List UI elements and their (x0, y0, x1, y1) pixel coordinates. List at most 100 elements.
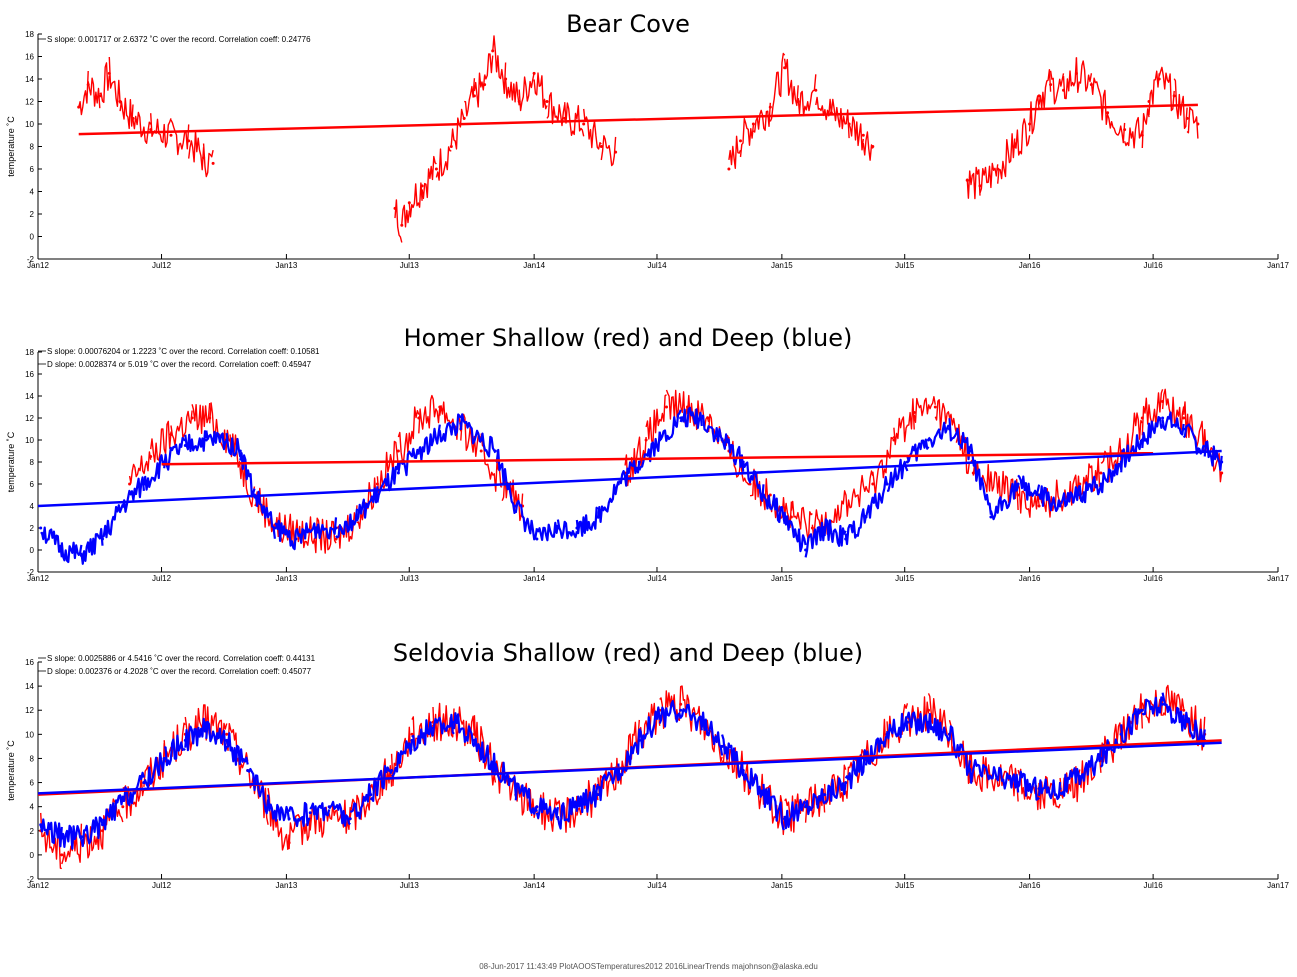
data-point (768, 105, 772, 109)
data-point (783, 817, 787, 821)
data-point (1037, 493, 1041, 497)
data-trace (328, 800, 351, 827)
series-shallow (77, 35, 1200, 243)
trend-line (37, 741, 1222, 795)
data-point (142, 781, 146, 785)
data-point (948, 732, 951, 736)
annotation-text: S slope: 0.00076204 or 1.2223 ˚C over th… (47, 347, 320, 356)
data-point (1016, 493, 1020, 497)
data-trace (376, 440, 400, 496)
data-point (327, 805, 331, 809)
data-trace (1059, 767, 1081, 797)
data-trace (645, 394, 667, 447)
data-point (644, 438, 648, 442)
data-point (375, 493, 379, 497)
data-point (169, 433, 173, 436)
data-trace (762, 784, 786, 836)
x-tick-label: Jul14 (647, 881, 667, 890)
data-trace (864, 475, 889, 519)
x-tick-label: Jul14 (647, 261, 667, 270)
data-point (751, 122, 755, 126)
data-point (246, 769, 250, 772)
data-point (1182, 708, 1186, 712)
data-point (1037, 94, 1041, 98)
data-point (1099, 482, 1103, 486)
data-point (804, 548, 808, 552)
data-trace (1141, 696, 1164, 717)
data-point (1140, 133, 1144, 137)
data-trace (658, 409, 682, 442)
data-point (431, 726, 435, 730)
data-point (789, 515, 793, 519)
data-point (131, 116, 135, 120)
data-point (1078, 482, 1082, 486)
y-tick-label: 12 (25, 414, 34, 423)
data-trace (1038, 778, 1062, 801)
annotation-text: S slope: 0.0025886 or 4.5416 ˚C over the… (47, 654, 316, 663)
data-point (861, 133, 865, 137)
y-tick-label: 4 (30, 188, 35, 197)
data-trace (274, 519, 297, 551)
data-point (892, 438, 896, 442)
data-trace (752, 102, 771, 133)
data-point (762, 793, 765, 797)
x-tick-label: Jan17 (1267, 261, 1289, 270)
data-trace (315, 517, 338, 540)
trend-line (78, 103, 1198, 136)
data-trace (1186, 106, 1199, 139)
data-point (211, 161, 215, 165)
data-point (871, 145, 875, 148)
data-point (796, 100, 800, 103)
data-point (658, 714, 662, 718)
data-point (720, 438, 724, 442)
data-point (204, 726, 208, 730)
data-point (1049, 83, 1053, 87)
x-tick-label: Jul13 (400, 574, 420, 583)
data-point (971, 471, 975, 475)
data-trace (638, 431, 661, 471)
data-trace (742, 461, 765, 502)
y-tick-label: 2 (30, 210, 35, 219)
y-tick-label: 2 (30, 827, 35, 836)
data-trace (762, 493, 786, 524)
data-trace (575, 783, 599, 814)
data-trace (762, 783, 785, 831)
data-point (417, 416, 421, 420)
data-trace (191, 403, 211, 434)
data-point (121, 799, 125, 803)
data-trace (504, 78, 520, 106)
data-point (517, 100, 521, 103)
data-trace (514, 499, 538, 541)
data-trace (1161, 388, 1185, 434)
data-trace (830, 98, 850, 139)
data-trace (1141, 416, 1164, 449)
data-point (556, 526, 560, 530)
data-point (637, 460, 641, 464)
data-point (396, 449, 400, 453)
data-trace (769, 52, 786, 122)
data-point (162, 460, 166, 464)
data-point (871, 482, 875, 486)
data-point (1016, 781, 1020, 785)
data-point (393, 206, 397, 210)
data-point (483, 83, 487, 87)
data-trace (1120, 708, 1144, 744)
data-point (79, 835, 83, 839)
data-point (39, 823, 43, 827)
data-point (739, 139, 742, 143)
data-point (1099, 471, 1103, 475)
data-point (596, 515, 600, 519)
data-point (1203, 438, 1207, 442)
data-trace (492, 35, 507, 95)
data-point (1106, 111, 1110, 115)
data-point (1099, 756, 1103, 760)
data-point (142, 482, 146, 486)
data-trace (1079, 457, 1102, 496)
data-trace (783, 511, 807, 553)
x-tick-label: Jul15 (895, 574, 915, 583)
data-trace (163, 436, 186, 471)
x-tick-label: Jan13 (276, 574, 298, 583)
y-axis-label: temperature ˚C (6, 740, 16, 801)
data-point (1157, 77, 1161, 81)
